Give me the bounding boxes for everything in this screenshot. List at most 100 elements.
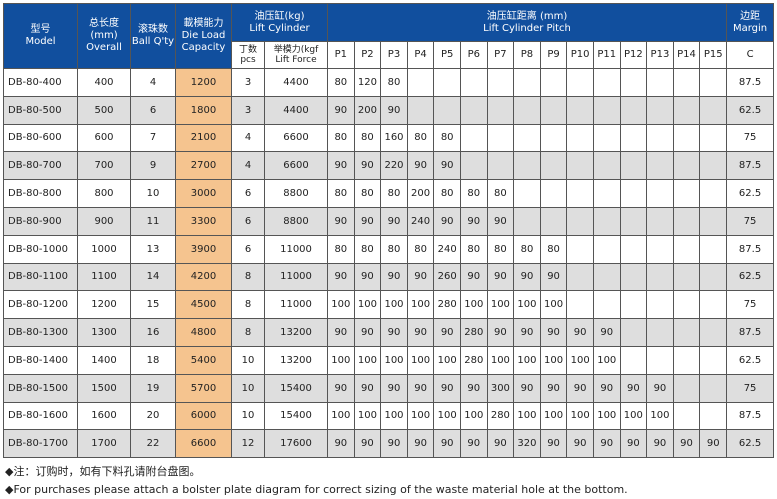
cell-pitch bbox=[619, 318, 648, 347]
cell-pitch bbox=[619, 290, 648, 320]
cell-pitch bbox=[646, 68, 674, 97]
cell-margin: 75 bbox=[726, 290, 775, 320]
col-model: 型号 Model bbox=[3, 3, 78, 69]
cell-pitch bbox=[699, 290, 728, 320]
cell-pitch bbox=[459, 95, 488, 125]
col-p8: P8 bbox=[513, 41, 541, 69]
cell-pitch: 100 bbox=[619, 401, 648, 431]
cell-pitch: 90 bbox=[592, 429, 621, 459]
cell-pitch: 80 bbox=[380, 234, 408, 264]
cell-pitch: 90 bbox=[566, 429, 594, 459]
cell-pitch: 100 bbox=[433, 345, 461, 375]
cell-pitch bbox=[592, 151, 621, 181]
col-p9: P9 bbox=[539, 41, 568, 69]
cell-pitch: 90 bbox=[486, 429, 515, 459]
cell-pitch: 100 bbox=[459, 401, 488, 431]
cell-ball-qty: 10 bbox=[130, 179, 176, 208]
cell-model: DB-80-1100 bbox=[3, 262, 78, 292]
cell-pitch: 100 bbox=[406, 401, 435, 431]
cell-pitch bbox=[646, 234, 674, 264]
cell-pitch: 90 bbox=[539, 262, 568, 292]
cell-ball-qty: 16 bbox=[130, 318, 176, 347]
cell-overall: 900 bbox=[77, 206, 131, 236]
cell-pitch bbox=[566, 262, 594, 292]
cell-pitch: 90 bbox=[646, 429, 674, 459]
cell-pitch bbox=[672, 345, 701, 375]
table-row: DB-80-1000 1000 13 3900 6 11000 80 80 80 80 240 80 8… bbox=[3, 234, 775, 264]
cell-pitch bbox=[646, 123, 674, 153]
cell-ball-qty: 6 bbox=[130, 95, 176, 125]
cell-lift-force: 13200 bbox=[263, 345, 329, 375]
cell-ball-qty: 13 bbox=[130, 234, 176, 264]
col-p13: P13 bbox=[646, 41, 674, 69]
cell-pitch: 90 bbox=[406, 262, 435, 292]
cell-pitch: 90 bbox=[619, 429, 648, 459]
cell-margin: 87.5 bbox=[726, 234, 775, 264]
cell-pitch: 90 bbox=[513, 373, 541, 403]
cell-pitch: 90 bbox=[353, 206, 382, 236]
cell-pitch: 90 bbox=[406, 318, 435, 347]
cell-pitch: 100 bbox=[380, 290, 408, 320]
cell-model: DB-80-1200 bbox=[3, 290, 78, 320]
cell-pitch: 280 bbox=[459, 318, 488, 347]
cell-pitch bbox=[486, 95, 515, 125]
col-p7: P7 bbox=[486, 41, 515, 69]
cell-pitch: 80 bbox=[327, 234, 355, 264]
cell-pitch: 90 bbox=[459, 262, 488, 292]
col-capacity: 載模能力 Die Load Capacity bbox=[175, 3, 232, 69]
cell-pitch bbox=[699, 318, 728, 347]
cell-pitch bbox=[459, 68, 488, 97]
cell-pitch: 90 bbox=[380, 373, 408, 403]
cell-pitch bbox=[539, 68, 568, 97]
cell-pitch: 90 bbox=[486, 206, 515, 236]
cell-pitch bbox=[566, 123, 594, 153]
cell-model: DB-80-700 bbox=[3, 151, 78, 181]
cell-pitch: 90 bbox=[592, 318, 621, 347]
cell-pitch: 100 bbox=[353, 290, 382, 320]
cell-ball-qty: 19 bbox=[130, 373, 176, 403]
cell-model: DB-80-1600 bbox=[3, 401, 78, 431]
cell-pitch bbox=[539, 179, 568, 208]
cell-pitch: 80 bbox=[353, 123, 382, 153]
cell-pitch bbox=[619, 234, 648, 264]
cell-pitch: 90 bbox=[513, 262, 541, 292]
cell-pitch: 100 bbox=[433, 401, 461, 431]
cell-pitch: 80 bbox=[406, 234, 435, 264]
cell-pcs: 3 bbox=[231, 68, 265, 97]
cell-pitch bbox=[486, 151, 515, 181]
cell-margin: 87.5 bbox=[726, 401, 775, 431]
cell-pitch: 90 bbox=[380, 262, 408, 292]
cell-ball-qty: 14 bbox=[130, 262, 176, 292]
cell-pitch: 100 bbox=[406, 345, 435, 375]
cell-pitch: 100 bbox=[539, 345, 568, 375]
cell-pitch: 90 bbox=[380, 206, 408, 236]
cell-pitch bbox=[513, 95, 541, 125]
cell-pitch: 80 bbox=[486, 234, 515, 264]
cell-pitch bbox=[539, 151, 568, 181]
cell-pitch bbox=[672, 262, 701, 292]
cell-pitch: 280 bbox=[433, 290, 461, 320]
cell-capacity: 6000 bbox=[175, 401, 232, 431]
cell-lift-force: 11000 bbox=[263, 234, 329, 264]
cell-pitch: 100 bbox=[592, 401, 621, 431]
cell-pitch: 240 bbox=[406, 206, 435, 236]
col-p1: P1 bbox=[327, 41, 355, 69]
cell-pitch: 100 bbox=[327, 401, 355, 431]
cell-pcs: 8 bbox=[231, 318, 265, 347]
cell-pcs: 12 bbox=[231, 429, 265, 459]
cell-pitch bbox=[646, 290, 674, 320]
cell-capacity: 4200 bbox=[175, 262, 232, 292]
cell-overall: 500 bbox=[77, 95, 131, 125]
cell-pitch: 100 bbox=[592, 345, 621, 375]
cell-overall: 1300 bbox=[77, 318, 131, 347]
cell-overall: 1100 bbox=[77, 262, 131, 292]
cell-pitch: 90 bbox=[327, 429, 355, 459]
cell-pitch bbox=[433, 95, 461, 125]
cell-pitch: 320 bbox=[513, 429, 541, 459]
cell-pcs: 3 bbox=[231, 95, 265, 125]
cell-lift-force: 13200 bbox=[263, 318, 329, 347]
cell-pitch bbox=[513, 123, 541, 153]
col-p6: P6 bbox=[459, 41, 488, 69]
cell-pitch bbox=[699, 123, 728, 153]
cell-pitch bbox=[592, 290, 621, 320]
